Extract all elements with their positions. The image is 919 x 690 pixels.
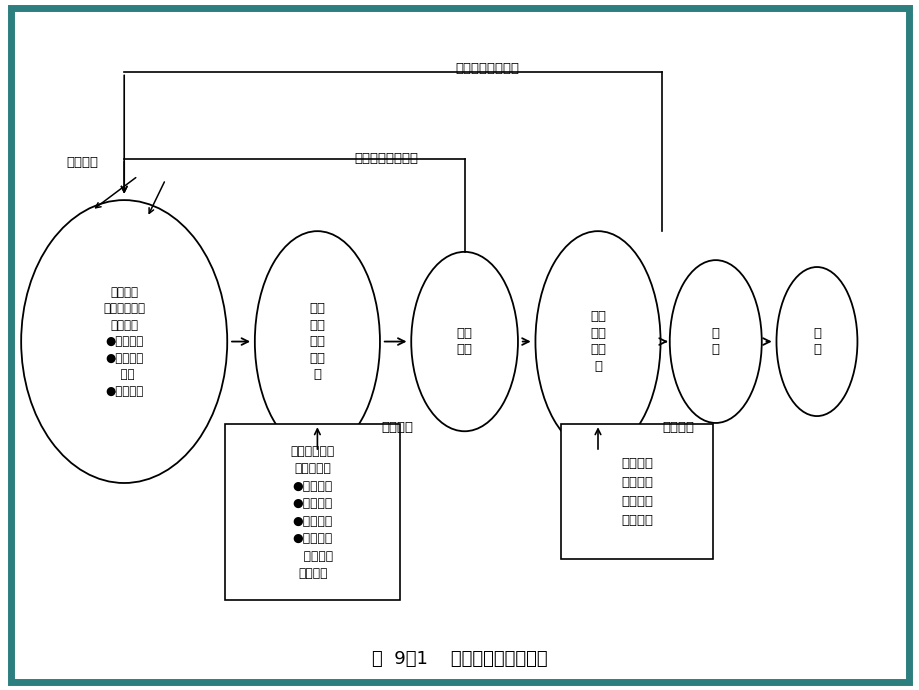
Text: 重新评价（反馈）: 重新评价（反馈）: [354, 152, 418, 165]
FancyBboxPatch shape: [225, 424, 400, 600]
FancyBboxPatch shape: [561, 424, 712, 559]
Text: 本公司的适合
性、可行性
●技术能力
●生产能力
●经济实力
●临床研究
   生产条件
效益预测: 本公司的适合 性、可行性 ●技术能力 ●生产能力 ●经济实力 ●临床研究 生产条…: [290, 444, 335, 580]
Ellipse shape: [776, 267, 857, 416]
Ellipse shape: [255, 231, 380, 452]
Text: 质量资料
价格情报
效益预测
上市时机: 质量资料 价格情报 效益预测 上市时机: [620, 457, 652, 526]
Text: 研究
开发
的选
题设
想: 研究 开发 的选 题设 想: [309, 302, 325, 381]
Ellipse shape: [535, 231, 660, 452]
Ellipse shape: [411, 252, 517, 431]
Text: 选题论证: 选题论证: [381, 421, 414, 434]
Text: 投
产: 投 产: [711, 327, 719, 356]
Text: 销
售: 销 售: [812, 327, 820, 356]
Text: 立题
决策: 立题 决策: [456, 327, 472, 356]
Text: 重新评价（反馈）: 重新评价（反馈）: [455, 62, 519, 75]
Ellipse shape: [669, 260, 761, 423]
Text: 图  9－1    制剂新产品开发过程: 图 9－1 制剂新产品开发过程: [372, 650, 547, 668]
Text: 文献调研
专利状态评价
市场情报
●用药需求
●其他竞争
  公司
●技术动向: 文献调研 专利状态评价 市场情报 ●用药需求 ●其他竞争 公司 ●技术动向: [103, 286, 145, 397]
Ellipse shape: [21, 200, 227, 483]
Text: 投产保证: 投产保证: [662, 421, 694, 434]
Text: 研究
开发
的实
施: 研究 开发 的实 施: [589, 310, 606, 373]
Text: 市场调查: 市场调查: [67, 156, 98, 169]
